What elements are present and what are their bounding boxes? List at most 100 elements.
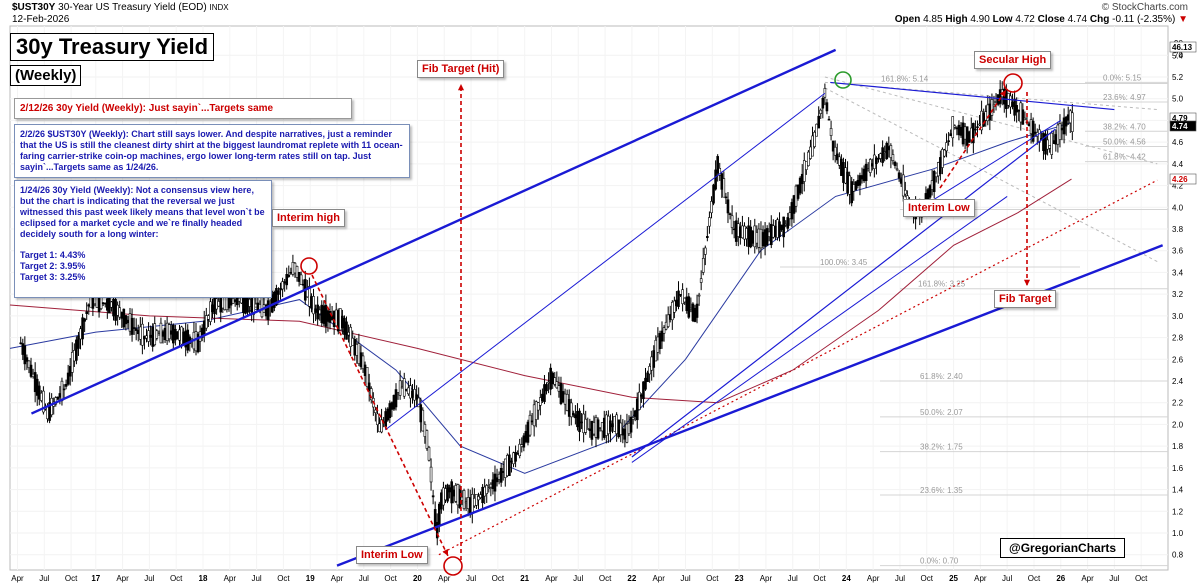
y-tick-label: 3.6 bbox=[1172, 247, 1184, 256]
price-bar-body bbox=[974, 128, 977, 131]
price-bar-body bbox=[681, 289, 684, 305]
price-bar-body bbox=[473, 497, 476, 507]
chg-value: -0.11 (-2.35%) bbox=[1112, 14, 1176, 25]
price-bar-body bbox=[827, 118, 831, 121]
red-dotted-trendline bbox=[438, 179, 1158, 556]
price-bar-body bbox=[299, 274, 303, 285]
price-bar-body bbox=[547, 381, 550, 384]
price-bar-body bbox=[561, 391, 565, 403]
price-bar-body bbox=[221, 296, 225, 309]
price-bar-body bbox=[103, 302, 107, 305]
exchange: INDX bbox=[209, 3, 229, 12]
price-bar-body bbox=[211, 304, 214, 313]
price-bar-body bbox=[149, 334, 152, 338]
price-bar-body bbox=[656, 336, 660, 353]
price-bar-body bbox=[359, 352, 363, 367]
x-tick-label: Oct bbox=[1135, 574, 1148, 583]
x-tick-label: Apr bbox=[116, 574, 129, 583]
price-bar-body bbox=[219, 296, 223, 313]
price-bar-body bbox=[204, 315, 208, 329]
x-tick-label: 22 bbox=[627, 574, 636, 583]
price-bar-body bbox=[662, 327, 666, 334]
price-bar-body bbox=[796, 184, 800, 199]
y-tick-label: 5.4 bbox=[1172, 51, 1184, 60]
price-bar-body bbox=[363, 364, 367, 377]
price-bar-body bbox=[998, 89, 1002, 104]
price-bar-body bbox=[75, 339, 78, 361]
price-bar-body bbox=[794, 185, 798, 207]
price-bar-body bbox=[611, 423, 614, 428]
price-bar-body bbox=[1048, 145, 1051, 149]
price-bar-body bbox=[592, 422, 596, 435]
price-bar-body bbox=[778, 221, 781, 237]
price-bar-body bbox=[145, 335, 148, 339]
price-bar-body bbox=[786, 217, 790, 229]
x-tick-label: Oct bbox=[1028, 574, 1041, 583]
price-bar-body bbox=[879, 153, 882, 159]
price-bar-body bbox=[279, 287, 282, 291]
price-bar-body bbox=[489, 483, 493, 488]
price-bar-body bbox=[157, 333, 161, 336]
price-bar-body bbox=[427, 447, 431, 461]
price-bar-body bbox=[868, 159, 872, 173]
price-bar-body bbox=[805, 160, 808, 170]
price-bar-body bbox=[829, 128, 833, 136]
price-bar-body bbox=[322, 305, 326, 324]
author-handle: @GregorianCharts bbox=[1000, 538, 1126, 558]
price-bar-body bbox=[209, 301, 212, 322]
x-tick-label: Jul bbox=[251, 574, 261, 583]
price-bar-body bbox=[951, 116, 955, 139]
price-bar-body bbox=[1058, 123, 1062, 140]
price-bar-body bbox=[522, 435, 526, 448]
price-bar-body bbox=[675, 299, 678, 307]
interim-low-to-high-arrow bbox=[939, 89, 1007, 189]
x-tick-label: Apr bbox=[331, 574, 344, 583]
price-bar-body bbox=[167, 324, 171, 340]
price-bar-body bbox=[780, 224, 783, 231]
price-bar-body bbox=[697, 294, 701, 297]
price-bar-body bbox=[237, 297, 241, 302]
trendline-wedge-lower bbox=[631, 128, 1056, 458]
price-bar-body bbox=[1033, 131, 1037, 134]
y-tick-label: 3.4 bbox=[1172, 268, 1184, 277]
price-bar-body bbox=[118, 307, 121, 318]
price-bar-body bbox=[462, 490, 466, 509]
price-bar-body bbox=[77, 335, 80, 349]
price-bar-body bbox=[1064, 116, 1068, 127]
price-bar-body bbox=[60, 380, 64, 402]
price-bar-body bbox=[860, 175, 864, 180]
price-bar-body bbox=[153, 323, 157, 346]
price-bar-body bbox=[134, 328, 138, 331]
price-bar-body bbox=[266, 300, 270, 320]
price-bar-body bbox=[312, 296, 315, 315]
x-tick-label: Apr bbox=[438, 574, 451, 583]
price-bar-body bbox=[687, 296, 691, 318]
target-2: Target 2: 3.95% bbox=[20, 261, 86, 271]
price-bar-body bbox=[172, 324, 175, 344]
y-tick-label: 1.6 bbox=[1172, 464, 1184, 473]
price-bar-body bbox=[646, 372, 649, 383]
price-bar-body bbox=[332, 310, 336, 327]
price-bar-body bbox=[448, 487, 451, 493]
fib-level-label: 161.8%: 3.25 bbox=[918, 280, 966, 289]
price-bar-body bbox=[769, 223, 773, 246]
y-tick-label: 2.0 bbox=[1172, 420, 1184, 429]
price-bar-body bbox=[466, 497, 470, 509]
note-1-24-26: 1/24/26 30y Yield (Weekly): Not a consen… bbox=[14, 180, 272, 298]
price-bar-body bbox=[536, 402, 540, 411]
x-tick-label: 20 bbox=[413, 574, 422, 583]
price-bar-body bbox=[887, 146, 891, 151]
price-bar-body bbox=[895, 168, 899, 171]
price-bar-body bbox=[126, 319, 130, 324]
price-bar-body bbox=[37, 385, 41, 400]
price-bar-body bbox=[508, 454, 511, 476]
y-tick-label: 1.2 bbox=[1172, 507, 1184, 516]
price-bar-body bbox=[66, 372, 70, 385]
price-bar-body bbox=[582, 413, 585, 434]
x-tick-label: Oct bbox=[384, 574, 397, 583]
price-bar-body bbox=[819, 109, 823, 114]
price-bar-body bbox=[293, 262, 297, 274]
price-bar-body bbox=[772, 225, 775, 238]
price-bar-body bbox=[85, 311, 89, 314]
price-bar-body bbox=[619, 422, 623, 435]
